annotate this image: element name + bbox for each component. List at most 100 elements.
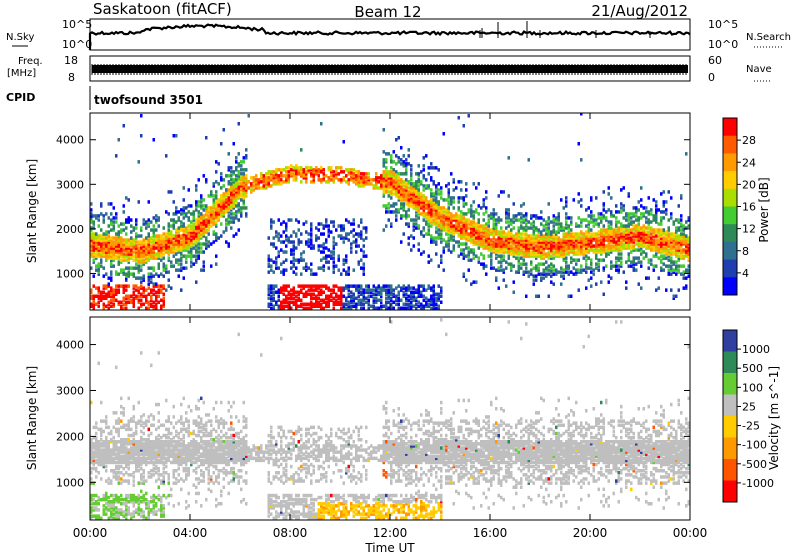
heatmap-cell [237, 122, 240, 126]
heatmap-cell [322, 242, 325, 246]
heatmap-cell [660, 258, 663, 262]
heatmap-cell [280, 302, 283, 306]
heatmap-cell [172, 236, 175, 240]
heatmap-cell [332, 284, 335, 288]
heatmap-cell [350, 300, 353, 304]
heatmap-cell [687, 254, 690, 258]
heatmap-cell [567, 264, 570, 268]
heatmap-cell [675, 272, 678, 276]
heatmap-cell [122, 298, 125, 302]
heatmap-cell [230, 174, 233, 178]
heatmap-cell [147, 246, 150, 250]
heatmap-cell [102, 250, 105, 254]
heatmap-cell [150, 274, 153, 278]
heatmap-cell [397, 180, 400, 184]
heatmap-cell [637, 240, 640, 244]
heatmap-cell [132, 226, 135, 230]
heatmap-cell [215, 180, 218, 184]
heatmap-cell [97, 446, 100, 450]
heatmap-cell [557, 252, 560, 256]
heatmap-cell [310, 166, 313, 170]
heatmap-cell [547, 246, 550, 250]
heatmap-cell [230, 192, 233, 196]
heatmap-cell [157, 248, 160, 252]
heatmap-cell [387, 152, 390, 156]
heatmap-cell [650, 238, 653, 242]
heatmap-cell [482, 254, 485, 258]
heatmap-cell [517, 270, 520, 274]
heatmap-cell [435, 190, 438, 194]
heatmap-cell [345, 168, 348, 172]
heatmap-cell [92, 502, 95, 506]
heatmap-cell [675, 252, 678, 256]
heatmap-cell [667, 244, 670, 248]
heatmap-cell [440, 228, 443, 232]
heatmap-cell [242, 194, 245, 198]
heatmap-cell [582, 232, 585, 236]
heatmap-cell [395, 180, 398, 184]
heatmap-cell [637, 200, 640, 204]
noise-right-tick-top: 10^5 [708, 18, 738, 31]
heatmap-cell [505, 234, 508, 238]
heatmap-cell [337, 300, 340, 304]
heatmap-cell [167, 248, 170, 252]
heatmap-cell [530, 234, 533, 238]
heatmap-cell [425, 212, 428, 216]
heatmap-cell [542, 240, 545, 244]
heatmap-cell [357, 178, 360, 182]
heatmap-cell [615, 222, 618, 226]
heatmap-cell [110, 300, 113, 304]
heatmap-cell [305, 230, 308, 234]
heatmap-cell [282, 260, 285, 264]
heatmap-cell [517, 218, 520, 222]
heatmap-cell [310, 284, 313, 288]
heatmap-cell [105, 252, 108, 256]
heatmap-cell [590, 238, 593, 242]
heatmap-cell [347, 220, 350, 224]
heatmap-cell [215, 238, 218, 242]
heatmap-cell [130, 272, 133, 276]
heatmap-cell [555, 250, 558, 254]
heatmap-cell [372, 300, 375, 304]
heatmap-cell [272, 220, 275, 224]
heatmap-cell [147, 200, 150, 204]
heatmap-cell [95, 452, 98, 456]
heatmap-cell [597, 224, 600, 228]
heatmap-cell [205, 244, 208, 248]
heatmap-cell [450, 218, 453, 222]
heatmap-cell [347, 266, 350, 270]
heatmap-cell [230, 200, 233, 204]
heatmap-cell [310, 272, 313, 276]
heatmap-cell [382, 204, 385, 208]
heatmap-cell [440, 210, 443, 214]
heatmap-cell [275, 176, 278, 180]
heatmap-cell [220, 198, 223, 202]
heatmap-cell [102, 218, 105, 222]
heatmap-cell [305, 220, 308, 224]
heatmap-cell [542, 262, 545, 266]
heatmap-cell [507, 250, 510, 254]
heatmap-cell [115, 256, 118, 260]
heatmap-cell [610, 238, 613, 242]
heatmap-cell [97, 224, 100, 228]
heatmap-cell [672, 220, 675, 224]
heatmap-cell [310, 300, 313, 304]
heatmap-cell [200, 220, 203, 224]
heatmap-cell [225, 198, 228, 202]
heatmap-cell [92, 435, 95, 440]
heatmap-cell [352, 172, 355, 176]
heatmap-cell [327, 178, 330, 182]
heatmap-cell [275, 180, 278, 184]
heatmap-cell [467, 258, 470, 262]
heatmap-cell [405, 222, 408, 226]
heatmap-cell [105, 469, 108, 473]
heatmap-cell [112, 250, 115, 254]
heatmap-cell [492, 240, 495, 244]
heatmap-cell [482, 204, 485, 208]
heatmap-cell [140, 256, 143, 260]
heatmap-cell [95, 234, 98, 238]
heatmap-cell [490, 242, 493, 246]
heatmap-cell [332, 174, 335, 178]
heatmap-cell [212, 216, 215, 220]
heatmap-cell [167, 284, 170, 288]
